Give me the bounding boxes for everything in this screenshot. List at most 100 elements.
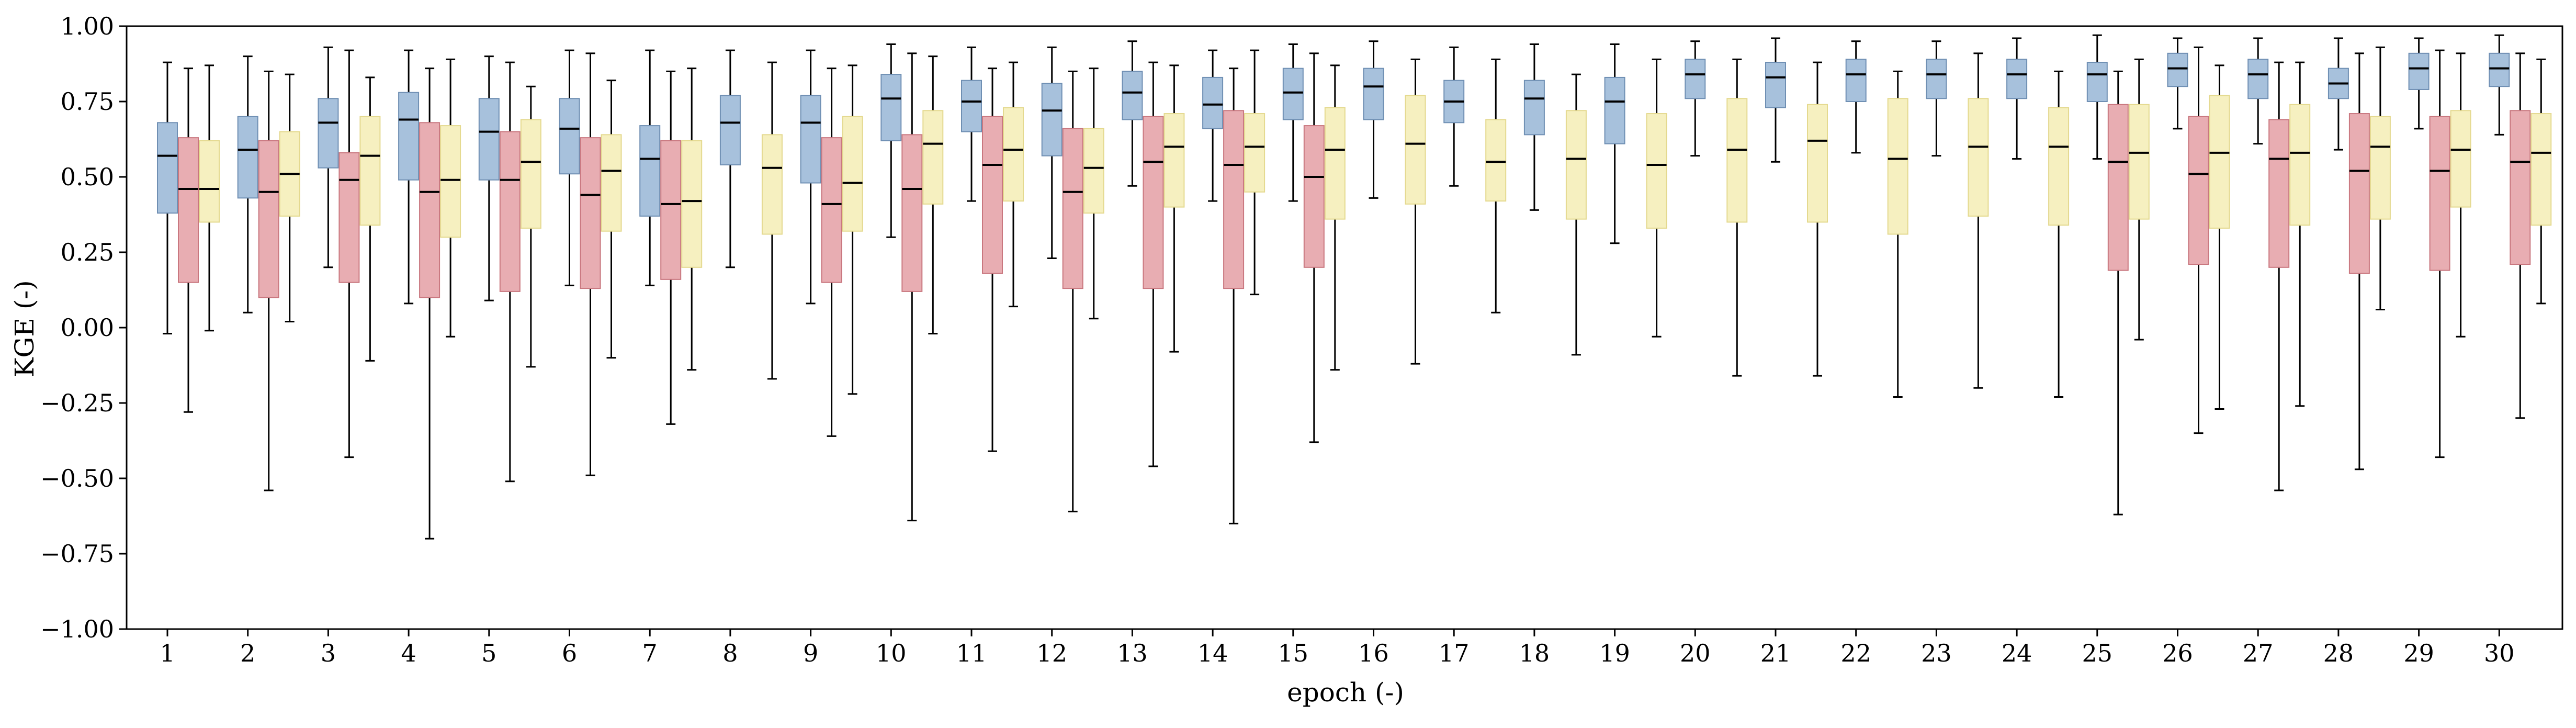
x-tick-label: 18 — [1519, 639, 1550, 667]
box-plot — [821, 68, 842, 437]
x-tick-label: 17 — [1439, 639, 1470, 667]
box-iqr — [1003, 107, 1024, 202]
x-tick-label: 26 — [2162, 639, 2193, 667]
box-plot — [1163, 64, 1185, 353]
box-iqr — [559, 98, 580, 175]
x-tick-label: 16 — [1358, 639, 1389, 667]
box-plot — [559, 49, 580, 286]
box-iqr — [580, 137, 601, 289]
x-tick-label: 28 — [2323, 639, 2354, 667]
y-tick-label: 0.75 — [61, 87, 114, 116]
y-tick-label: 0.00 — [61, 313, 114, 342]
box-iqr — [2408, 52, 2430, 90]
box-plot — [681, 68, 703, 371]
box-plot — [398, 49, 420, 305]
box-iqr — [2289, 104, 2311, 226]
x-axis-label: epoch (-) — [1287, 677, 1404, 708]
box-iqr — [1926, 59, 1947, 99]
x-tick-label: 30 — [2484, 639, 2515, 667]
x-tick-label: 25 — [2082, 639, 2113, 667]
box-plot — [419, 68, 440, 540]
box-plot — [639, 49, 661, 286]
box-plot — [1926, 40, 1947, 157]
box-iqr — [1726, 98, 1748, 223]
box-iqr — [800, 95, 821, 184]
box-plot — [359, 76, 381, 362]
box-iqr — [2188, 116, 2209, 265]
box-iqr — [1083, 128, 1104, 214]
x-tick-label: 22 — [1840, 639, 1871, 667]
x-tick-label: 15 — [1278, 639, 1309, 667]
box-plot — [178, 68, 199, 413]
x-tick-label: 9 — [803, 639, 818, 667]
x-tick-label: 2 — [240, 639, 255, 667]
box-plot — [520, 85, 541, 368]
box-iqr — [2510, 110, 2531, 265]
box-iqr — [901, 134, 923, 292]
box-plot — [601, 80, 622, 359]
box-plot — [1565, 73, 1587, 356]
box-plot — [2489, 34, 2510, 136]
box-plot — [1646, 58, 1667, 338]
box-plot — [1523, 43, 1545, 211]
box-iqr — [880, 74, 902, 141]
box-iqr — [1202, 76, 1224, 129]
box-iqr — [318, 98, 339, 169]
x-tick-label: 5 — [481, 639, 496, 667]
box-iqr — [1968, 98, 1989, 217]
boxes-layer — [157, 34, 2552, 540]
box-plot — [901, 52, 923, 522]
box-iqr — [1143, 116, 1164, 289]
x-tick-label: 10 — [876, 639, 907, 667]
box-plot — [1041, 46, 1063, 260]
x-tick-label: 6 — [562, 639, 577, 667]
x-tick-label: 24 — [2002, 639, 2032, 667]
box-plot — [2128, 58, 2150, 341]
box-iqr — [1303, 125, 1325, 268]
x-tick-label: 1 — [160, 639, 175, 667]
x-tick-label: 20 — [1680, 639, 1711, 667]
x-tick-label: 14 — [1197, 639, 1228, 667]
box-iqr — [1685, 59, 1706, 99]
box-iqr — [419, 122, 440, 298]
box-plot — [1062, 70, 1083, 512]
box-iqr — [1324, 107, 1346, 220]
y-tick-label: 0.50 — [61, 163, 114, 191]
box-iqr — [2247, 59, 2269, 99]
box-plot — [2006, 37, 2028, 160]
box-iqr — [178, 137, 199, 283]
box-iqr — [2530, 113, 2552, 226]
x-tick-label: 8 — [722, 639, 738, 667]
box-iqr — [1363, 68, 1384, 120]
box-plot — [1443, 46, 1465, 187]
box-iqr — [1163, 113, 1185, 208]
x-tick-label: 13 — [1117, 639, 1148, 667]
box-plot — [660, 70, 682, 425]
box-iqr — [1282, 68, 1304, 120]
box-plot — [2188, 46, 2209, 434]
box-iqr — [1041, 83, 1063, 156]
x-tick-label: 7 — [642, 639, 658, 667]
box-plot — [318, 46, 339, 268]
box-plot — [2328, 37, 2349, 151]
box-iqr — [639, 125, 661, 217]
box-iqr — [982, 116, 1003, 274]
box-plot — [1807, 61, 1828, 377]
box-iqr — [1223, 110, 1245, 289]
box-plot — [2289, 61, 2311, 407]
box-plot — [2247, 37, 2269, 145]
box-plot — [2530, 58, 2552, 305]
box-iqr — [157, 122, 178, 214]
box-iqr — [1845, 59, 1867, 102]
box-plot — [1845, 40, 1867, 154]
box-plot — [1968, 52, 1989, 389]
box-iqr — [1405, 95, 1426, 205]
box-plot — [2209, 64, 2230, 410]
box-iqr — [478, 98, 500, 181]
x-tick-label: 19 — [1599, 639, 1630, 667]
box-iqr — [961, 80, 982, 132]
box-plot — [982, 68, 1003, 452]
box-plot — [1223, 68, 1245, 524]
x-tick-label: 21 — [1760, 639, 1791, 667]
